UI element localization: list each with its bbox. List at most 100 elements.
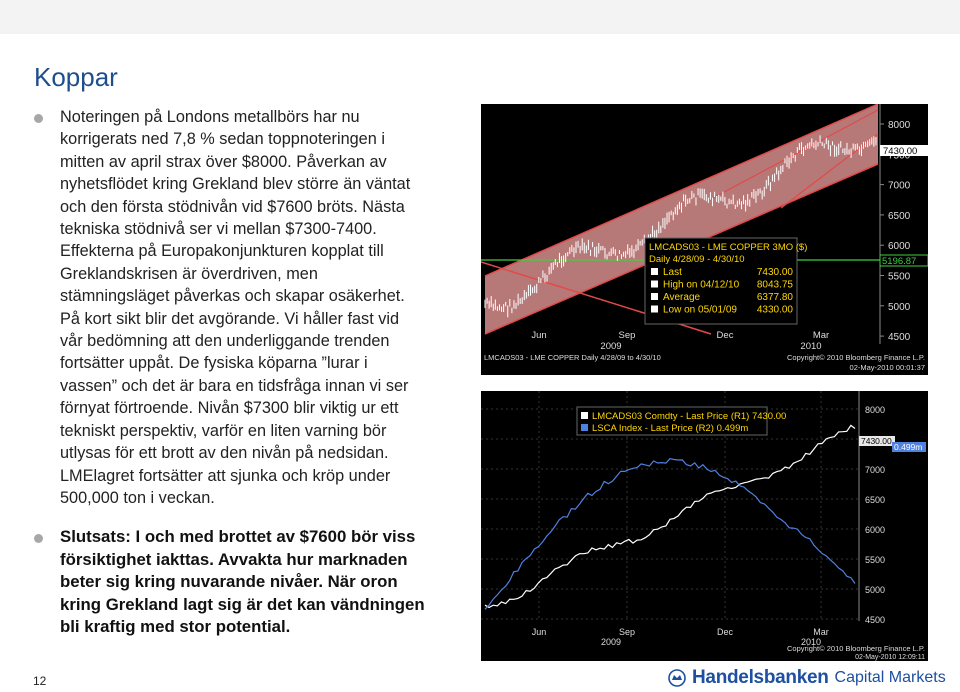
- analysis-line-15: tekniskt perspektiv, varför en liten var…: [60, 421, 387, 440]
- legend-row-label: High on 04/12/10: [663, 280, 740, 291]
- legend-swatch: [651, 268, 658, 275]
- copper-price-chart: 80007500700065006000550050004500 LMCADS0…: [481, 104, 928, 375]
- x-tick-label: Dec: [717, 330, 734, 341]
- conclusion-line-1: Slutsats: I och med brottet av $7600 bör…: [60, 527, 416, 546]
- analysis-line-14: förnyat förtroende. Nivån $7300 blir vik…: [60, 399, 399, 418]
- legend-row-value: 6377.80: [757, 292, 794, 303]
- crown-icon: [668, 669, 686, 687]
- footer-left: LMCADS03 - LME COPPER Daily 4/28/09 to 4…: [484, 353, 661, 362]
- x-year-label: 2010: [801, 637, 821, 647]
- bullet-text-analysis: Noteringen på Londons metallbörs har nu k…: [60, 106, 460, 509]
- channel-upper-line: [484, 104, 879, 277]
- y-tick-label: 6000: [865, 525, 885, 535]
- x-year-label: 2009: [601, 637, 621, 647]
- legend-row-label: Average: [663, 292, 701, 303]
- y-tick-label: 7000: [865, 465, 885, 475]
- bullet-dot-1: [34, 114, 43, 123]
- footer-timestamp: 02-May-2010 00:01:37: [850, 363, 925, 372]
- stocks-tag: [892, 442, 926, 452]
- x-year-label: 2009: [600, 341, 621, 352]
- legend-title: LMCADS03 - LME COPPER 3MO ($): [649, 242, 807, 253]
- price-bars: [484, 135, 877, 318]
- x-tick-label: Sep: [619, 627, 635, 637]
- y-tick-label: 4500: [888, 332, 911, 343]
- legend-period: Daily 4/28/09 - 4/30/10: [649, 254, 745, 265]
- y-tick-label: 4500: [865, 615, 885, 625]
- brand-name: Handelsbanken: [692, 667, 829, 688]
- legend-box: [644, 237, 798, 325]
- conclusion-line-2: försiktighet iakttas. Avvakta hur markna…: [60, 549, 408, 569]
- legend-label: LMCADS03 Comdty - Last Price (R1) 7430.0…: [592, 411, 786, 422]
- page-number: 12: [33, 674, 47, 688]
- y-tick-label: 5000: [865, 585, 885, 595]
- copper-vs-stocks-chart: 80007500700065006000550050004500 LMCADS0…: [481, 391, 928, 661]
- last-price-tag-text: 7430.00: [883, 146, 917, 157]
- y-tick-label: 7000: [888, 181, 911, 192]
- analysis-line-17: LMElagret fortsätter att sjunka och kröp…: [60, 466, 391, 485]
- level-tag-text: 5196.87: [882, 256, 916, 267]
- y-tick-label: 6500: [865, 495, 885, 505]
- x-tick-label: Jun: [531, 330, 546, 341]
- x-tick-label: Jun: [532, 627, 547, 637]
- bullet-dot-2: [34, 534, 43, 543]
- lme-stocks-line: [484, 458, 856, 610]
- analysis-line-18: 500,000 ton i veckan.: [60, 488, 215, 507]
- analysis-line-2: korrigerats ned 7,8 % sedan toppnotering…: [60, 130, 385, 149]
- y-tick-label: 5500: [888, 272, 911, 283]
- analysis-line-11: vår bedömning att den underliggande tren…: [60, 332, 390, 351]
- analysis-line-9: stämningsläget påverkas och skapar osäke…: [60, 287, 405, 306]
- conclusion-line-3: beter sig kring nuvarande nivåer. När or…: [60, 572, 398, 592]
- analysis-line-1: Noteringen på Londons metallbörs har nu: [60, 108, 360, 126]
- support-line-2: [710, 109, 879, 200]
- analysis-line-3: mitten av april strax över $8000. Påverk…: [60, 152, 387, 171]
- footer-timestamp: 02-May-2010 12:09:11: [855, 654, 925, 661]
- last-price-tag-text: 7430.00: [861, 436, 892, 446]
- handelsbanken-logo: Handelsbanken Capital Markets: [668, 667, 946, 689]
- x-tick-label: Mar: [813, 330, 829, 341]
- y-tick-label: 8000: [865, 405, 885, 415]
- analysis-line-13: vassen” och det är bara en tidsfråga inn…: [60, 376, 409, 395]
- y-tick-label: 5000: [888, 302, 911, 313]
- y-tick-label: 6500: [888, 211, 911, 222]
- stocks-tag-text: 0.499m: [894, 442, 922, 452]
- last-price-tag: [880, 145, 928, 156]
- legend-swatch: [651, 305, 658, 313]
- analysis-line-5: och den första stödnivån vid $7600 bröts…: [60, 197, 405, 216]
- analysis-line-8: Greklandskrisen är överdriven, men: [60, 264, 318, 283]
- analysis-line-12: fortsätter uppåt. De fysiska köparna ”lu…: [60, 354, 368, 373]
- y-tick-label: 8000: [888, 120, 911, 131]
- top-band: [0, 0, 960, 34]
- legend-row-label: Last: [663, 267, 682, 278]
- legend-swatch: [581, 412, 588, 419]
- x-year-label: 2010: [800, 341, 821, 352]
- footer-copyright: Copyright© 2010 Bloomberg Finance L.P.: [787, 644, 925, 653]
- legend-row-label: Low on 05/01/09: [663, 305, 737, 316]
- copper-price-line: [484, 424, 856, 609]
- legend-swatch: [651, 280, 658, 288]
- trend-channel: [485, 104, 878, 334]
- footer-copyright: Copyright© 2010 Bloomberg Finance L.P.: [787, 353, 925, 362]
- legend-swatch: [651, 293, 658, 300]
- y-tick-label: 6000: [888, 241, 911, 252]
- brand-sub: Capital Markets: [834, 669, 946, 686]
- analysis-line-7: Effekterna på Europakonjunkturen kopplat…: [60, 242, 384, 261]
- slide-title: Koppar: [34, 62, 118, 92]
- y-tick-label: 5500: [865, 555, 885, 565]
- x-tick-label: Mar: [813, 627, 829, 637]
- conclusion-line-4: kring Grekland lagt sig är det kan vändn…: [60, 594, 425, 614]
- analysis-line-10: På kort sikt blir det avgörande. Vi håll…: [60, 309, 400, 328]
- legend-label: LSCA Index - Last Price (R2) 0.499m: [592, 423, 748, 434]
- bullet-text-conclusion: Slutsats: I och med brottet av $7600 bör…: [60, 526, 460, 639]
- legend-box: [576, 406, 768, 436]
- analysis-line-6: tekniska stödnivå ser vi mellan $7300-74…: [60, 220, 377, 239]
- legend-swatch: [581, 424, 588, 431]
- x-tick-label: Sep: [619, 330, 636, 341]
- legend-row-value: 8043.75: [757, 280, 794, 291]
- analysis-line-16: utlysas för ett brott av den nivån på ne…: [60, 444, 389, 463]
- level-tag: [879, 254, 928, 267]
- legend-row-value: 7430.00: [757, 267, 794, 278]
- analysis-line-4: nyhetsflödet kring Grekland blev större …: [60, 175, 411, 194]
- conclusion-line-5: bli kraftig med stor potential.: [60, 617, 291, 637]
- legend-row-value: 4330.00: [757, 305, 794, 316]
- x-tick-label: Dec: [717, 627, 734, 637]
